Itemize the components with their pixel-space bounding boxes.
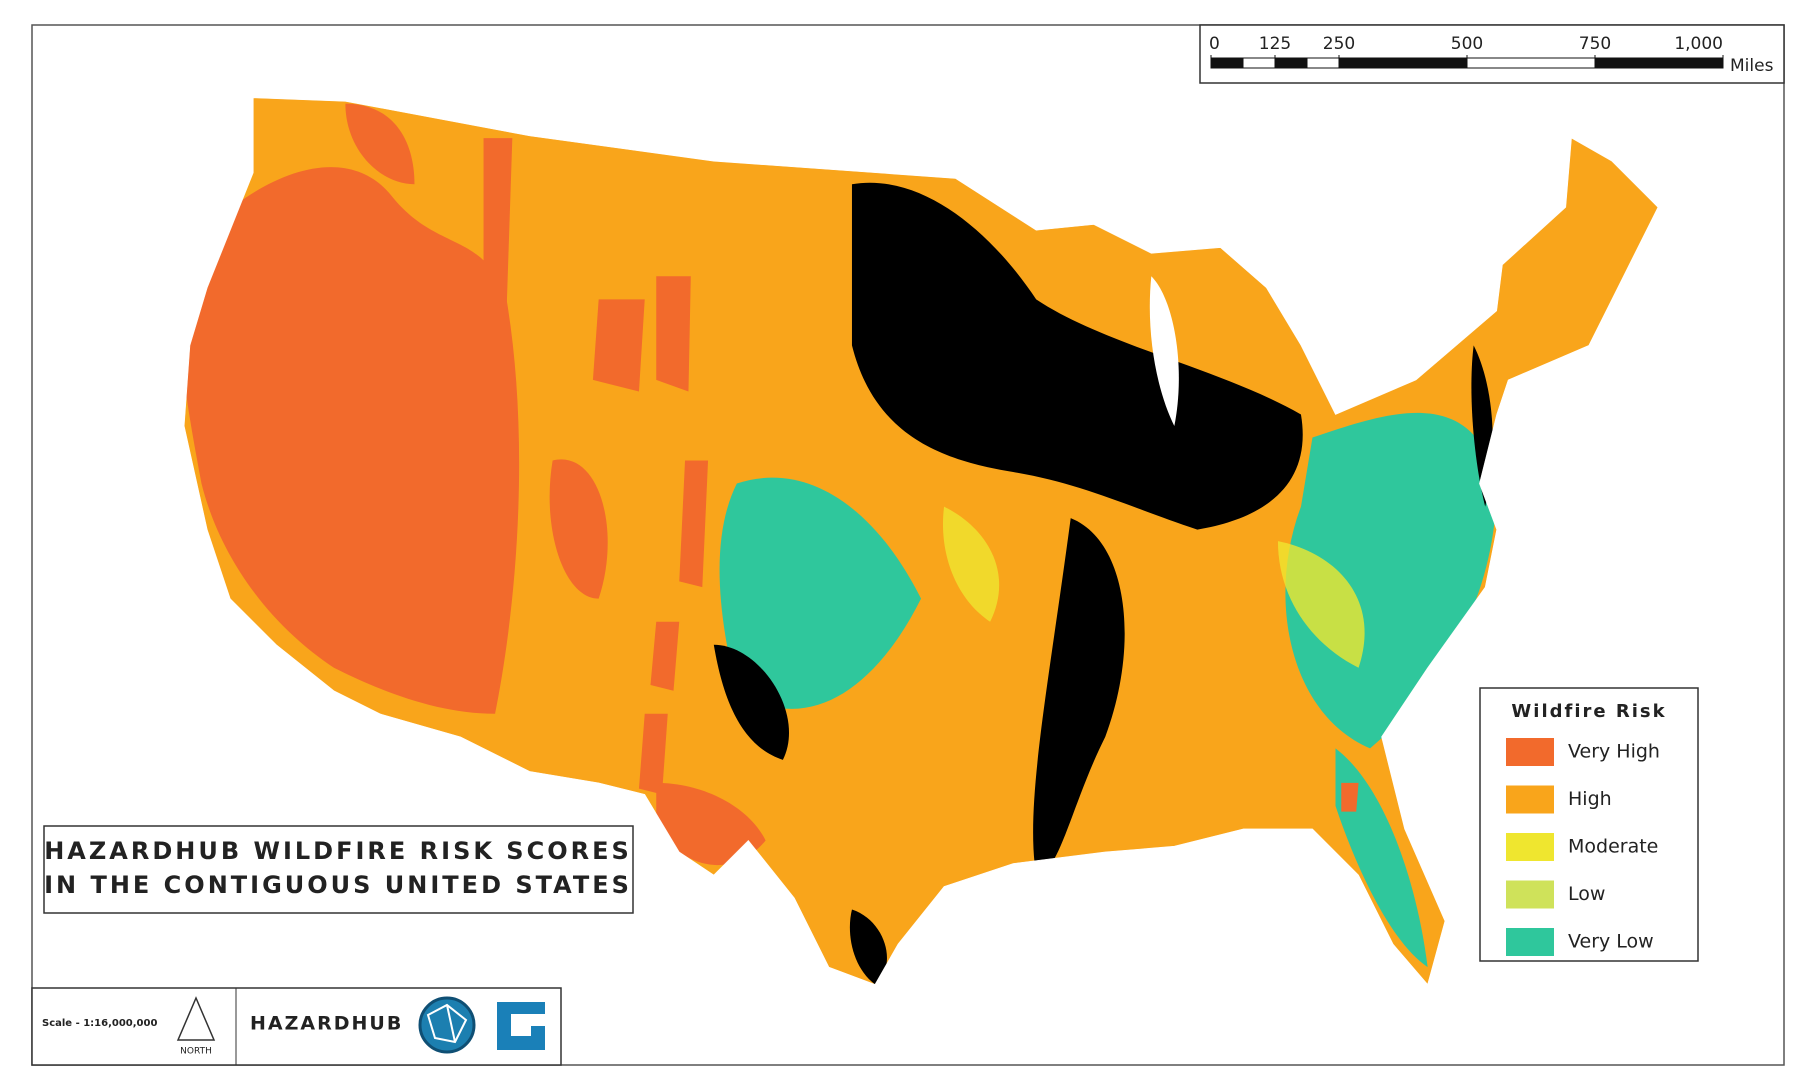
region: [638, 713, 668, 795]
scale-tick-label: 1,000: [1674, 34, 1723, 54]
scale-segment: [1210, 57, 1244, 69]
region: [719, 477, 922, 709]
scale-segment: [1594, 57, 1724, 69]
region: [549, 459, 608, 599]
region: [1335, 748, 1428, 968]
scale-segment: [1242, 57, 1276, 69]
scale-segment: [1306, 57, 1340, 69]
legend-label: Low: [1568, 883, 1605, 905]
region: [1033, 518, 1125, 875]
scale-tick-label: 125: [1259, 34, 1291, 54]
scale-segment: [1466, 57, 1596, 69]
scale-tick-label: 750: [1579, 34, 1611, 54]
legend-swatch: [1506, 880, 1554, 909]
scale-bar: 0 125 250 500 750 1,000: [1209, 34, 1724, 69]
map-scale: Scale - 1:16,000,000: [42, 1018, 157, 1029]
region: [345, 103, 415, 185]
region: [1285, 412, 1497, 749]
title-box: [43, 825, 634, 914]
north-arrow: [176, 996, 216, 1041]
region: [656, 276, 691, 392]
lake-michigan: [1149, 276, 1179, 426]
scale-segment: [1274, 57, 1308, 69]
region: [650, 621, 680, 691]
brand-name: HAZARDHUB: [250, 1013, 403, 1035]
legend-label: Very Low: [1568, 931, 1654, 953]
legend-label: High: [1568, 788, 1612, 810]
region: [679, 460, 709, 588]
region: [713, 644, 790, 760]
region: [656, 782, 766, 866]
legend-label: Very High: [1568, 741, 1660, 763]
legend-title: Wildfire Risk: [1511, 701, 1666, 722]
legend-label: Moderate: [1568, 836, 1658, 858]
north-label: NORTH: [180, 1047, 212, 1057]
legend-swatch: [1506, 833, 1554, 861]
title-line: HAZARDHUB WILDFIRE RISK SCORES: [44, 837, 632, 865]
scale-tick-label: 500: [1451, 34, 1483, 54]
globe-lines: [426, 1003, 468, 1044]
title-line: IN THE CONTIGUOUS UNITED STATES: [44, 871, 632, 899]
region: [849, 909, 887, 985]
scale-tick-label: 0: [1209, 34, 1220, 54]
region: [851, 182, 1303, 530]
legend-swatch: [1506, 928, 1554, 956]
region: [483, 138, 513, 311]
legend: Very High High Moderate Low Very Low: [1506, 738, 1660, 956]
scale-bar-box: [1199, 24, 1785, 84]
region: [942, 506, 1000, 622]
scale-tick-label: 250: [1323, 34, 1355, 54]
brand-logo: [497, 1002, 545, 1050]
legend-swatch: [1506, 738, 1554, 766]
legend-swatch: [1506, 785, 1554, 814]
region: [1341, 782, 1359, 812]
region: [1277, 541, 1365, 668]
scale-segment: [1338, 57, 1468, 69]
legend-box: [1479, 687, 1699, 962]
scale-unit: Miles: [1730, 56, 1774, 76]
region: [184, 167, 520, 714]
region: [592, 299, 645, 392]
